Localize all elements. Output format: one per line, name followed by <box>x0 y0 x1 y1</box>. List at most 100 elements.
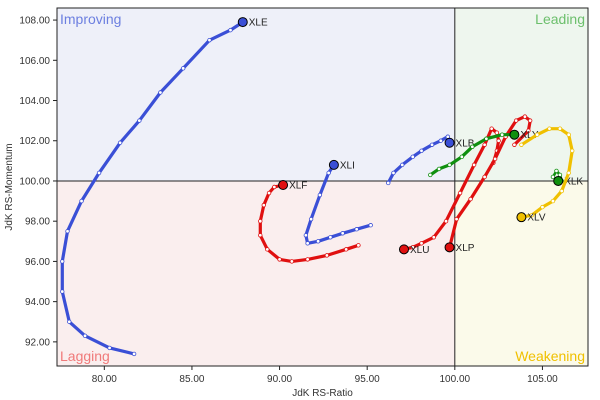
trail-point-xle <box>117 140 123 145</box>
trail-point-xly <box>447 162 452 168</box>
trail-point-xle <box>137 118 142 123</box>
trail-point-xle <box>65 229 70 234</box>
trail-point-xlu <box>443 218 449 224</box>
trail-point-xlb <box>386 180 391 186</box>
quadrant-label-lagging: Lagging <box>60 348 110 364</box>
y-tick-label: 108.00 <box>19 16 50 27</box>
marker-xlp <box>444 242 455 253</box>
trail-point-xlp <box>527 118 533 123</box>
trail-xle <box>60 20 245 356</box>
trail-point-xle <box>207 37 212 43</box>
trail-point-xlp <box>468 196 473 202</box>
trail-point-xlk <box>550 174 556 180</box>
trail-point-xlb <box>410 154 415 160</box>
trail-point-xlp <box>492 156 498 162</box>
trail-point-xlv <box>550 198 556 204</box>
trail-point-xlv <box>547 126 552 131</box>
marker-xli <box>328 159 339 170</box>
trail-point-xlp <box>526 128 531 133</box>
trail-point-xlv <box>519 142 524 147</box>
trail-point-xly <box>484 136 489 141</box>
trail-point-xli <box>340 231 345 236</box>
trail-point-xlf <box>277 257 282 262</box>
label-xlp: XLP <box>456 243 475 254</box>
marker-xlu <box>398 244 409 255</box>
trail-point-xle <box>60 289 65 294</box>
trail-point-xlu <box>489 126 494 131</box>
y-tick-label: 92.00 <box>25 337 50 348</box>
y-tick-label: 98.00 <box>25 217 50 228</box>
trail-point-xlp <box>454 216 459 222</box>
quadrant-leading <box>454 8 588 181</box>
trail-point-xlb <box>400 162 405 168</box>
trail-point-xlp <box>512 142 517 147</box>
trail-point-xlp <box>513 118 519 123</box>
trail-point-xli <box>326 170 331 176</box>
x-tick-label: 90.00 <box>267 374 292 385</box>
trail-point-xle <box>158 90 163 95</box>
quadrant-labels: Improving Leading Lagging Weakening <box>60 11 585 364</box>
rotation-trails: XLE XLI XLB XLF XLU XLP XLY XLK XLV <box>60 17 583 357</box>
trail-point-xlu <box>419 241 424 246</box>
x-tick-label: 100.00 <box>440 374 471 385</box>
quadrant-label-improving: Improving <box>60 11 121 27</box>
marker-xlb <box>444 137 455 148</box>
trail-point-xlu <box>431 235 436 240</box>
trail-point-xle <box>82 333 88 339</box>
quadrant-weakening <box>454 180 588 366</box>
trail-point-xlf <box>356 243 361 248</box>
marker-xly <box>509 129 520 140</box>
label-xlk: XLK <box>564 176 583 187</box>
trail-point-xly <box>499 132 505 137</box>
trail-point-xle <box>96 170 102 176</box>
trail-point-xlf <box>272 184 277 190</box>
trail-point-xlu <box>496 138 501 143</box>
trail-point-xlv <box>534 132 540 137</box>
label-xly: XLY <box>520 130 538 141</box>
trail-point-xlv <box>557 126 563 131</box>
trail-point-xlf <box>266 190 272 196</box>
trail-point-xly <box>459 154 465 160</box>
trail-point-xlv <box>540 204 545 210</box>
trail-point-xlf <box>289 259 295 264</box>
trail-point-xlb <box>438 138 443 143</box>
quadrant-backgrounds <box>57 8 588 366</box>
quadrant-label-weakening: Weakening <box>515 348 585 364</box>
label-xlb: XLB <box>456 138 475 149</box>
trail-point-xlv <box>559 188 564 194</box>
y-tick-label: 106.00 <box>19 56 50 67</box>
trail-point-xlk <box>554 168 559 174</box>
label-xlu: XLU <box>410 245 429 256</box>
trail-point-xly <box>428 172 433 178</box>
trail-point-xle <box>107 345 112 351</box>
trail-point-xle <box>60 259 65 264</box>
trail-xlv <box>519 127 574 219</box>
trail-point-xlu <box>471 162 477 168</box>
trail-point-xlv <box>529 212 535 218</box>
trail-point-xli <box>368 223 373 228</box>
y-tick-label: 100.00 <box>19 176 50 187</box>
y-tick-label: 94.00 <box>25 297 50 308</box>
trail-point-xlb <box>429 142 435 147</box>
trail-point-xlu <box>482 142 487 147</box>
plot-frame <box>56 7 589 367</box>
trail-point-xlf <box>261 202 266 208</box>
y-tick-label: 96.00 <box>25 257 50 268</box>
trail-point-xli <box>328 235 333 240</box>
trail-point-xli <box>315 239 321 244</box>
label-xli: XLI <box>340 160 355 171</box>
x-tick-label: 95.00 <box>355 374 380 385</box>
x-tick-label: 85.00 <box>179 374 204 385</box>
trail-point-xlf <box>258 233 263 238</box>
center-crosshair <box>57 8 588 366</box>
x-axis-ticks: 80.00 85.00 90.00 95.00 100.00 105.00 <box>92 366 558 385</box>
quadrant-improving <box>57 8 455 181</box>
trail-point-xlu <box>410 245 415 250</box>
trail-point-xlv <box>570 148 575 153</box>
trail-point-xlv <box>566 170 571 176</box>
trail-point-xli <box>308 216 314 222</box>
trail-point-xlp <box>482 174 487 180</box>
trail-point-xle <box>131 351 137 357</box>
x-tick-label: 105.00 <box>527 374 558 385</box>
x-axis-title: JdK RS-Ratio <box>292 388 353 399</box>
